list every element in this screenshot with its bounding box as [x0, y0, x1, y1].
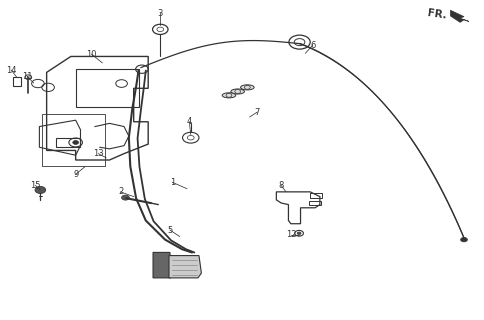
Text: 1: 1 [169, 178, 175, 187]
Circle shape [73, 140, 78, 144]
Text: 11: 11 [22, 72, 32, 81]
Text: 14: 14 [6, 66, 16, 75]
Text: 13: 13 [93, 149, 104, 158]
Ellipse shape [240, 85, 254, 90]
Text: FR.: FR. [425, 8, 446, 20]
Text: 3: 3 [157, 9, 163, 18]
Circle shape [121, 195, 129, 200]
Text: 4: 4 [186, 117, 192, 126]
Ellipse shape [230, 89, 244, 94]
Polygon shape [168, 256, 201, 278]
Circle shape [35, 187, 45, 194]
Polygon shape [450, 10, 468, 22]
Circle shape [460, 237, 467, 242]
Ellipse shape [222, 93, 235, 98]
Text: 2: 2 [118, 188, 123, 196]
Text: 5: 5 [167, 226, 172, 235]
Text: 6: 6 [309, 41, 315, 50]
Text: 8: 8 [278, 181, 283, 190]
Text: 12: 12 [285, 230, 296, 239]
Text: 10: 10 [86, 50, 97, 59]
Circle shape [297, 232, 301, 235]
Text: 15: 15 [30, 181, 41, 190]
Text: 9: 9 [73, 170, 78, 179]
Text: 7: 7 [254, 108, 259, 117]
Polygon shape [153, 252, 170, 278]
